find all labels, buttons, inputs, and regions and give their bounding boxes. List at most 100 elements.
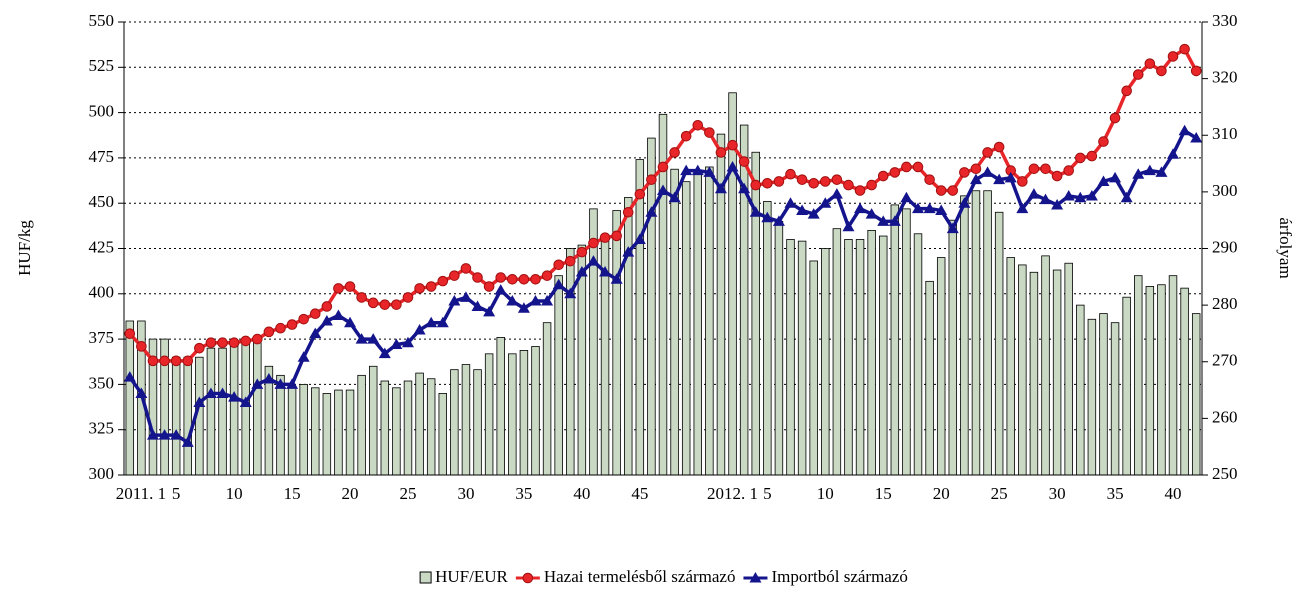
marker — [228, 391, 241, 402]
bar — [1145, 286, 1155, 476]
x-tick-label: 5 — [763, 484, 772, 503]
marker — [553, 259, 564, 271]
marker — [1086, 150, 1098, 162]
bar — [473, 369, 482, 476]
marker — [1051, 199, 1064, 210]
marker — [576, 246, 588, 258]
marker — [772, 215, 785, 226]
marker — [1004, 171, 1017, 183]
marker — [379, 299, 391, 310]
marker — [692, 119, 704, 131]
marker — [865, 208, 878, 219]
y2-tick-label: 330 — [1212, 11, 1238, 30]
bar — [171, 356, 181, 476]
bar — [450, 369, 459, 476]
bar — [368, 365, 378, 476]
marker — [1190, 131, 1203, 143]
y2-axis-label: árfolyam — [1276, 217, 1295, 278]
bar — [380, 380, 390, 476]
marker — [425, 281, 437, 292]
bar — [960, 195, 969, 476]
y-tick-label: 300 — [89, 464, 115, 483]
bar — [253, 342, 262, 476]
y2-tick-label: 290 — [1212, 237, 1238, 256]
legend-marker — [522, 572, 534, 584]
marker — [657, 184, 669, 196]
marker — [205, 337, 217, 349]
marker — [135, 387, 148, 398]
marker — [843, 179, 854, 191]
y2-tick-label: 270 — [1212, 351, 1238, 370]
bar — [1168, 275, 1178, 476]
marker — [750, 179, 762, 191]
bar — [461, 364, 471, 476]
x-tick-label: 30 — [1049, 484, 1066, 503]
marker — [367, 333, 380, 344]
bar — [902, 208, 911, 476]
marker — [738, 156, 750, 167]
marker — [252, 333, 263, 345]
marker — [935, 204, 948, 215]
marker — [633, 233, 646, 244]
bar — [1041, 255, 1050, 476]
bar — [879, 235, 888, 476]
bar — [357, 374, 366, 476]
marker — [1039, 193, 1052, 205]
marker — [588, 237, 599, 249]
bar — [612, 210, 621, 476]
x-tick-label: 25 — [991, 484, 1008, 503]
bar — [183, 356, 192, 476]
bar — [415, 372, 424, 476]
marker — [680, 130, 692, 142]
marker — [877, 215, 890, 226]
marker — [239, 396, 252, 408]
marker — [471, 300, 484, 311]
bar — [832, 228, 842, 476]
marker — [1098, 136, 1109, 147]
marker — [796, 174, 808, 185]
marker — [437, 275, 449, 287]
marker — [866, 179, 877, 191]
marker — [669, 147, 680, 158]
bar — [531, 346, 540, 476]
marker — [807, 208, 820, 219]
legend-label: Hazai termelésből származó — [544, 567, 736, 586]
marker — [1156, 65, 1167, 77]
y2-tick-label: 310 — [1212, 124, 1238, 143]
bar — [299, 383, 308, 476]
x-tick-label: 20 — [342, 484, 359, 503]
marker — [831, 174, 843, 185]
y-tick-label: 325 — [89, 419, 115, 438]
bar — [844, 239, 853, 476]
marker — [993, 141, 1005, 153]
marker — [808, 177, 819, 189]
bar — [1052, 269, 1062, 476]
marker — [344, 316, 357, 328]
marker — [459, 291, 472, 302]
marker — [982, 147, 993, 158]
marker — [413, 324, 426, 335]
marker — [1121, 85, 1132, 97]
marker — [378, 347, 391, 359]
marker — [507, 274, 518, 285]
marker — [541, 295, 554, 306]
y-tick-label: 450 — [89, 192, 115, 211]
marker — [286, 378, 299, 389]
marker — [414, 283, 425, 294]
x-tick-label: 45 — [631, 484, 648, 503]
marker — [530, 274, 541, 285]
bar — [589, 208, 598, 476]
marker — [854, 202, 867, 214]
marker — [448, 295, 461, 306]
marker — [182, 355, 194, 367]
legend: HUF/EUR Hazai termelésből származó Importb… — [419, 567, 908, 586]
y2-tick-label: 320 — [1212, 68, 1238, 87]
marker — [691, 164, 704, 176]
marker — [761, 211, 774, 223]
y2-tick-label: 260 — [1212, 407, 1238, 426]
marker — [819, 197, 832, 208]
marker — [193, 396, 206, 408]
marker — [830, 188, 843, 199]
marker — [401, 336, 414, 348]
